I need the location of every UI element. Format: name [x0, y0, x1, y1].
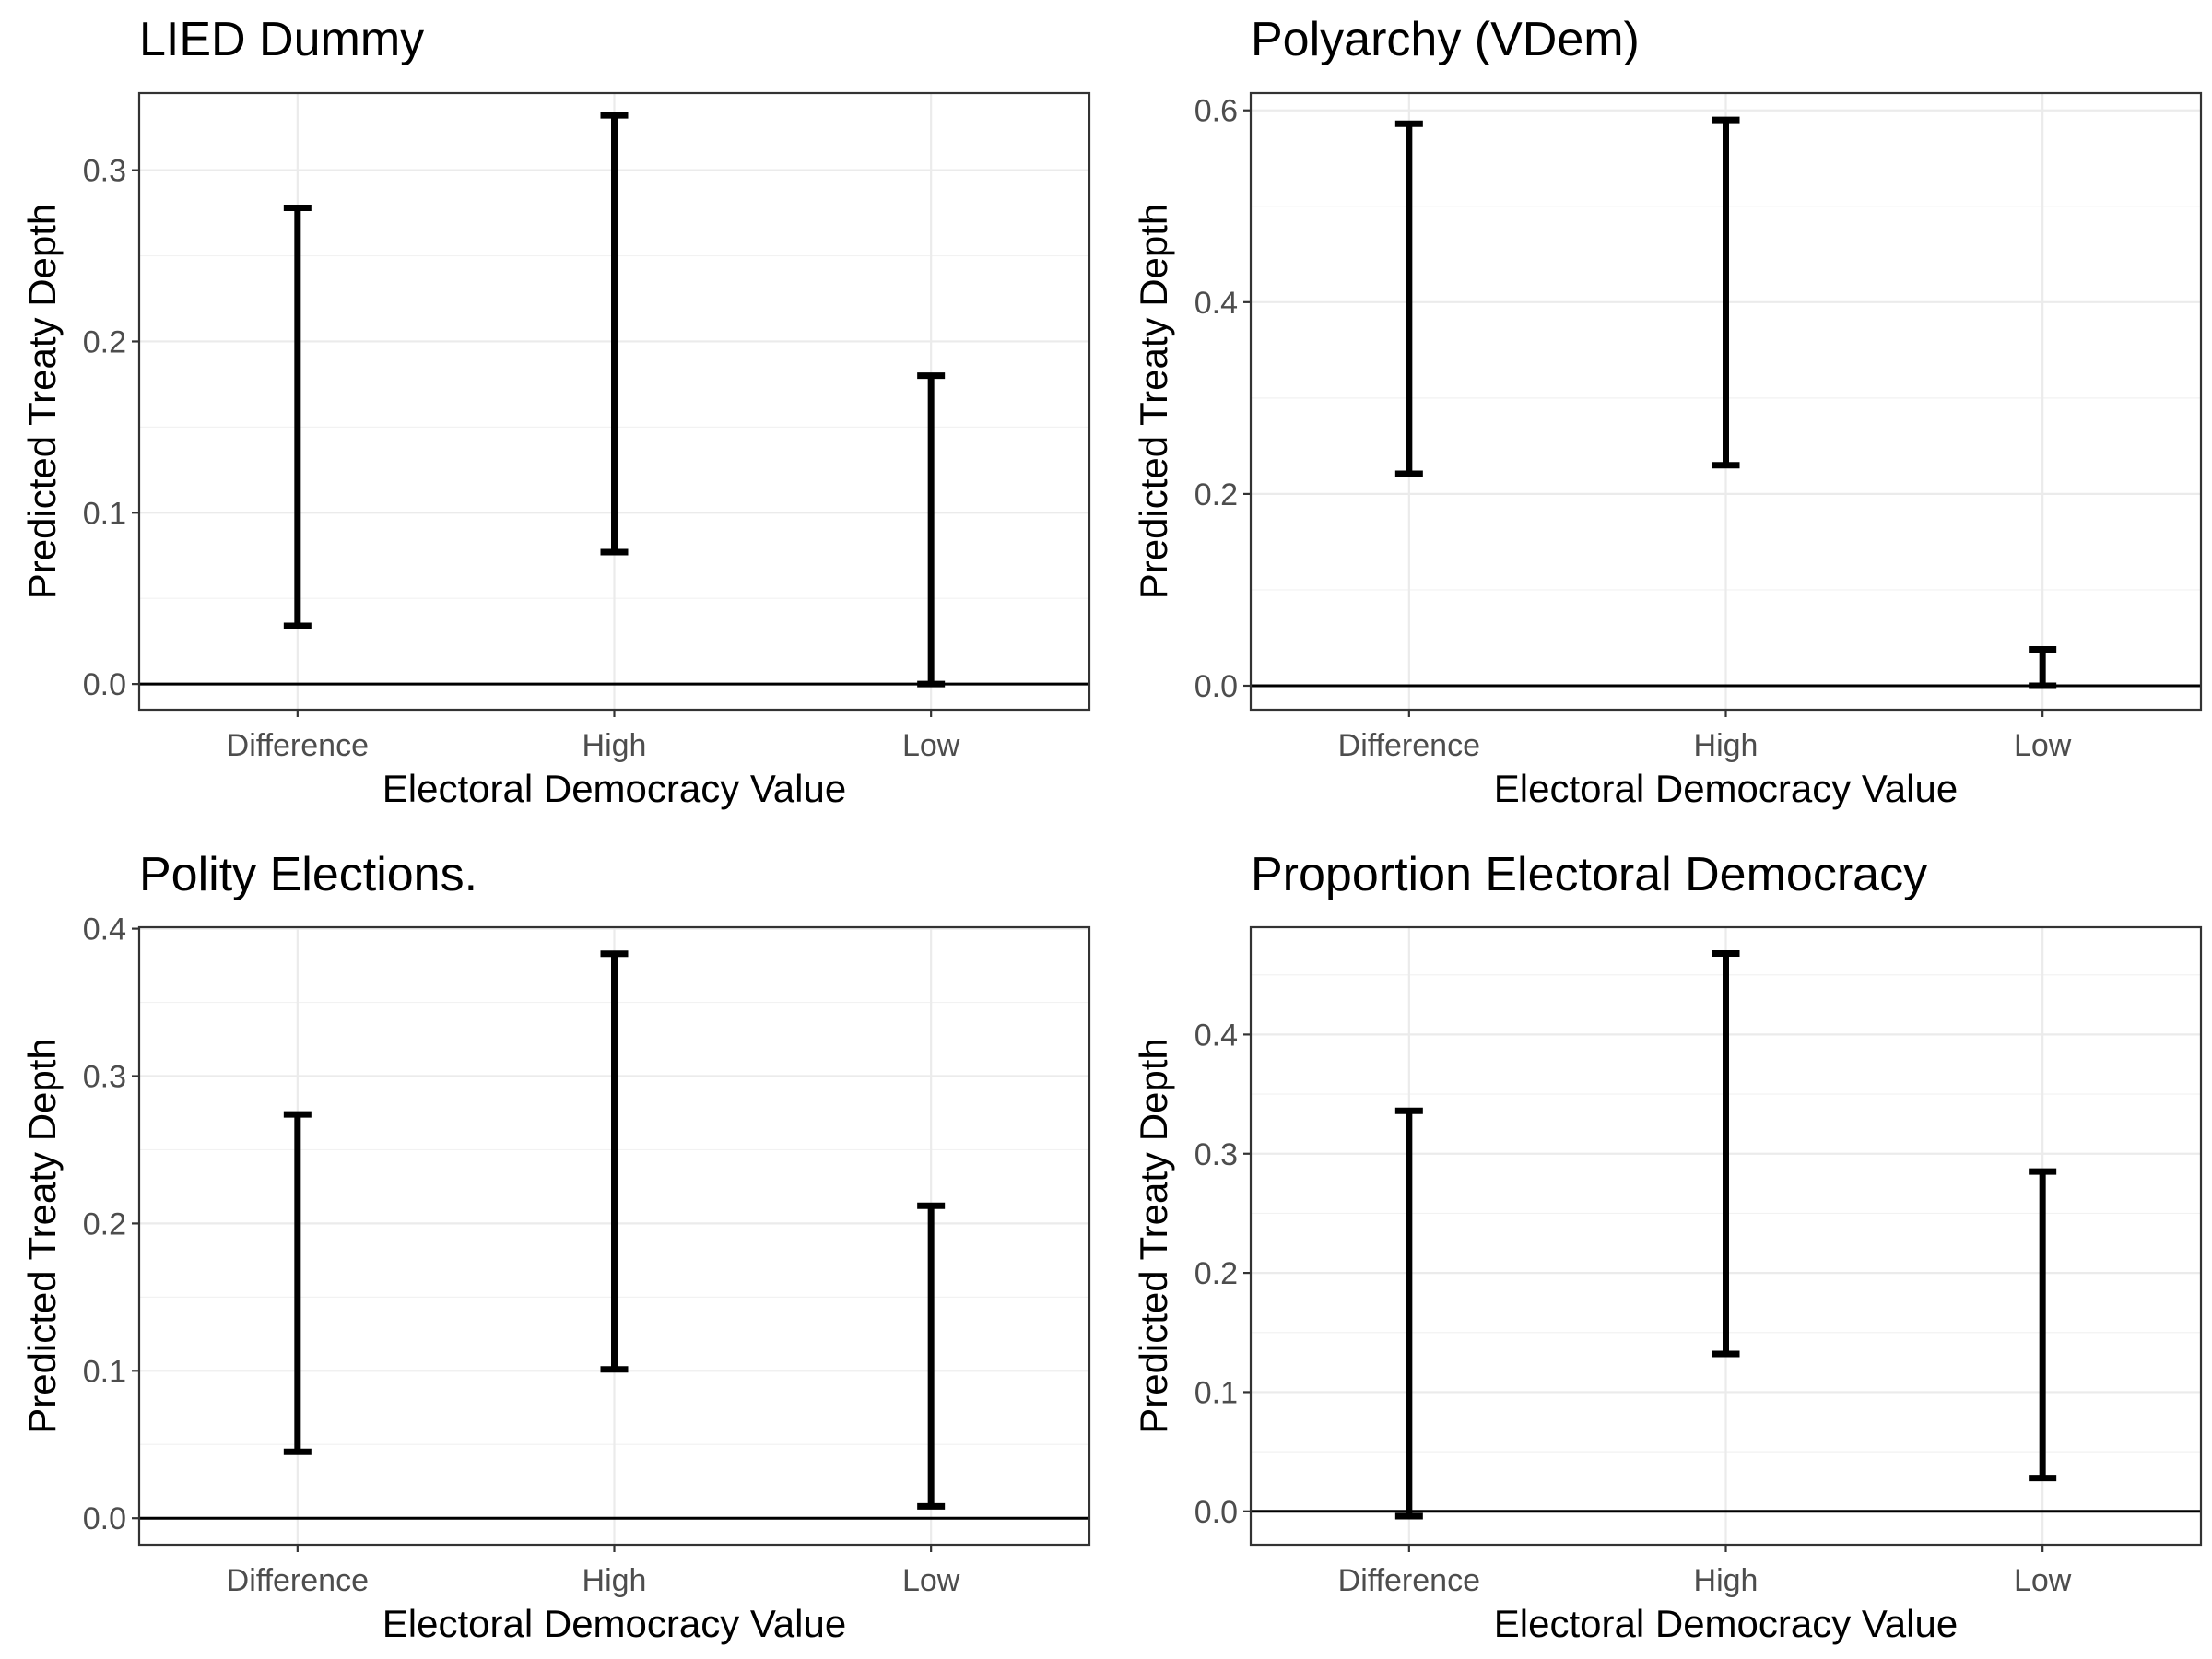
x-tick-label: Difference — [1338, 1563, 1480, 1598]
errorbar-difference — [283, 1111, 312, 1455]
errorbar-high — [1712, 116, 1740, 469]
x-tick-label: High — [1694, 1563, 1759, 1598]
x-tick-label: High — [1694, 728, 1759, 763]
y-tick-label: 0.2 — [1194, 1256, 1238, 1291]
y-tick-label: 0.1 — [83, 1354, 126, 1389]
y-tick-label: 0.0 — [1194, 669, 1238, 704]
y-tick-label: 0.2 — [1194, 477, 1238, 512]
errorbar-low — [2029, 1168, 2057, 1482]
y-axis-title: Predicted Treaty Depth — [1132, 204, 1175, 600]
y-tick-label: 0.4 — [1194, 286, 1238, 321]
y-tick-label: 0.6 — [1194, 94, 1238, 129]
y-tick-label: 0.0 — [83, 1501, 126, 1536]
x-tick-label: Low — [2014, 1563, 2072, 1598]
x-tick-label: Difference — [227, 1563, 369, 1598]
x-axis-title: Electoral Democracy Value — [382, 1602, 846, 1645]
errorbar-low — [2029, 645, 2057, 689]
chart-panel-2: 0.0 0.2 0.4 0.6 Difference High Low Electoral D… — [1132, 13, 2203, 810]
x-tick-label: Low — [902, 1563, 960, 1598]
errorbar-difference — [283, 205, 312, 629]
errorbar-difference — [1394, 120, 1423, 477]
x-tick-label: Difference — [227, 728, 369, 763]
y-tick-label: 0.4 — [83, 912, 126, 947]
x-axis-title: Electoral Democracy Value — [382, 767, 846, 810]
x-tick-label: Low — [902, 728, 960, 763]
y-tick-label: 0.0 — [1194, 1495, 1238, 1530]
y-tick-label: 0.0 — [83, 667, 126, 702]
chart-panel-3: 0.0 0.1 0.2 0.3 0.4 Difference High Low Electora… — [20, 848, 1091, 1645]
errorbar-low — [917, 1202, 946, 1510]
x-tick-label: Low — [2014, 728, 2072, 763]
y-tick-label: 0.2 — [83, 1206, 126, 1241]
y-tick-label: 0.3 — [1194, 1137, 1238, 1172]
panel-title: LIED Dummy — [139, 13, 424, 66]
x-axis-title: Electoral Democracy Value — [1494, 1602, 1958, 1645]
x-axis-title: Electoral Democracy Value — [1494, 767, 1958, 810]
chart-panel-4: 0.0 0.1 0.2 0.3 0.4 Difference High Low Electora… — [1132, 848, 2203, 1645]
panel-title: Polyarchy (VDem) — [1251, 13, 1640, 66]
y-axis-title: Predicted Treaty Depth — [20, 204, 64, 600]
y-axis-title: Predicted Treaty Depth — [20, 1038, 64, 1434]
errorbar-difference — [1394, 1107, 1423, 1520]
chart-panel-1: 0.0 0.1 0.2 0.3 Difference High Low Electoral D… — [20, 13, 1091, 810]
y-tick-label: 0.4 — [1194, 1018, 1238, 1053]
x-tick-label: High — [582, 1563, 647, 1598]
panel-title: Polity Elections. — [139, 848, 477, 901]
errorbar-low — [917, 372, 946, 688]
y-axis-title: Predicted Treaty Depth — [1132, 1038, 1175, 1434]
errorbar-high — [600, 950, 629, 1373]
errorbar-high — [600, 112, 629, 556]
y-tick-label: 0.1 — [83, 496, 126, 531]
y-tick-label: 0.2 — [83, 324, 126, 359]
panel-title: Proportion Electoral Democracy — [1251, 848, 1927, 901]
y-tick-label: 0.3 — [83, 154, 126, 189]
y-tick-label: 0.3 — [83, 1060, 126, 1095]
errorbar-high — [1712, 949, 1740, 1358]
x-tick-label: Difference — [1338, 728, 1480, 763]
x-tick-label: High — [582, 728, 647, 763]
y-tick-label: 0.1 — [1194, 1375, 1238, 1410]
